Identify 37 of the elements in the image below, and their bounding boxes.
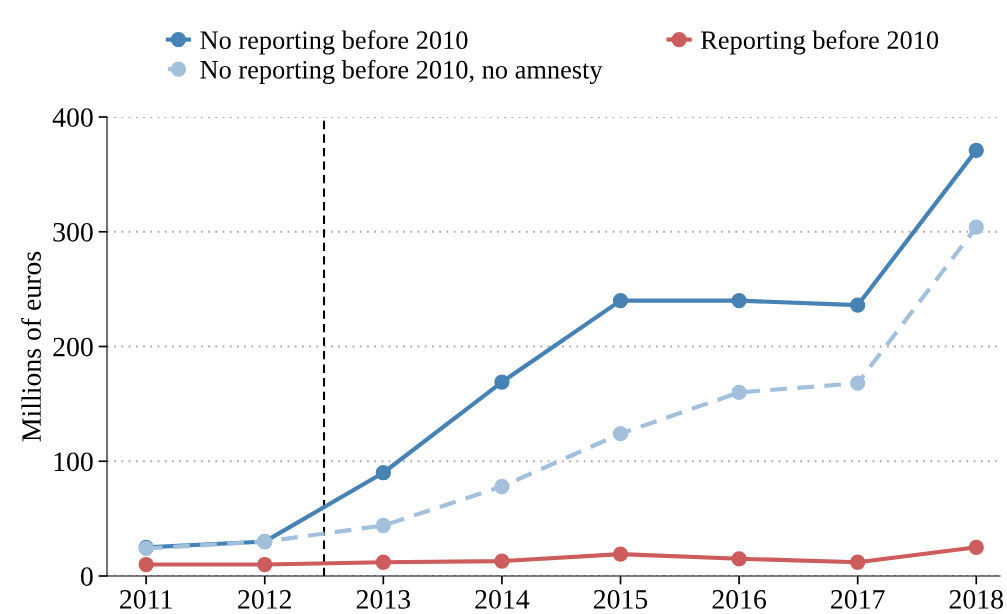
x-tick-label: 2014 [475, 590, 530, 609]
x-tick-label: 2011 [120, 590, 172, 609]
point [375, 517, 391, 534]
point [612, 426, 629, 442]
point [968, 539, 984, 555]
y-tick-label: 300 [53, 222, 93, 242]
legend-label: No reporting before 2010 [200, 30, 468, 55]
point [850, 375, 866, 391]
point [731, 292, 747, 309]
legend-label: No reporting before 2010, no amnesty [200, 59, 603, 85]
point [494, 553, 510, 569]
x-tick-label: 2016 [712, 590, 767, 609]
y-tick-label: 200 [53, 337, 93, 357]
legend-label: Reporting before 2010 [700, 30, 939, 55]
point [850, 554, 866, 570]
y-tick-label: 400 [52, 108, 93, 127]
point [850, 297, 866, 313]
point [968, 219, 984, 235]
point [257, 556, 273, 573]
x-tick-label: 2012 [238, 590, 291, 609]
point [731, 384, 747, 401]
point [375, 465, 391, 481]
point [731, 551, 747, 567]
x-tick-label: 2015 [593, 590, 648, 609]
y-axis-title: Millions of euros [21, 251, 41, 442]
point [612, 546, 629, 562]
point [375, 554, 391, 570]
point [494, 374, 510, 390]
point [138, 556, 154, 573]
point [494, 478, 510, 495]
x-tick-label: 2018 [949, 590, 1003, 609]
point [612, 292, 629, 309]
x-tick-label: 2013 [356, 590, 411, 609]
y-tick-label: 100 [54, 452, 93, 472]
y-tick-label: 0 [80, 567, 93, 586]
point [968, 142, 984, 158]
x-tick-label: 2017 [831, 590, 885, 609]
